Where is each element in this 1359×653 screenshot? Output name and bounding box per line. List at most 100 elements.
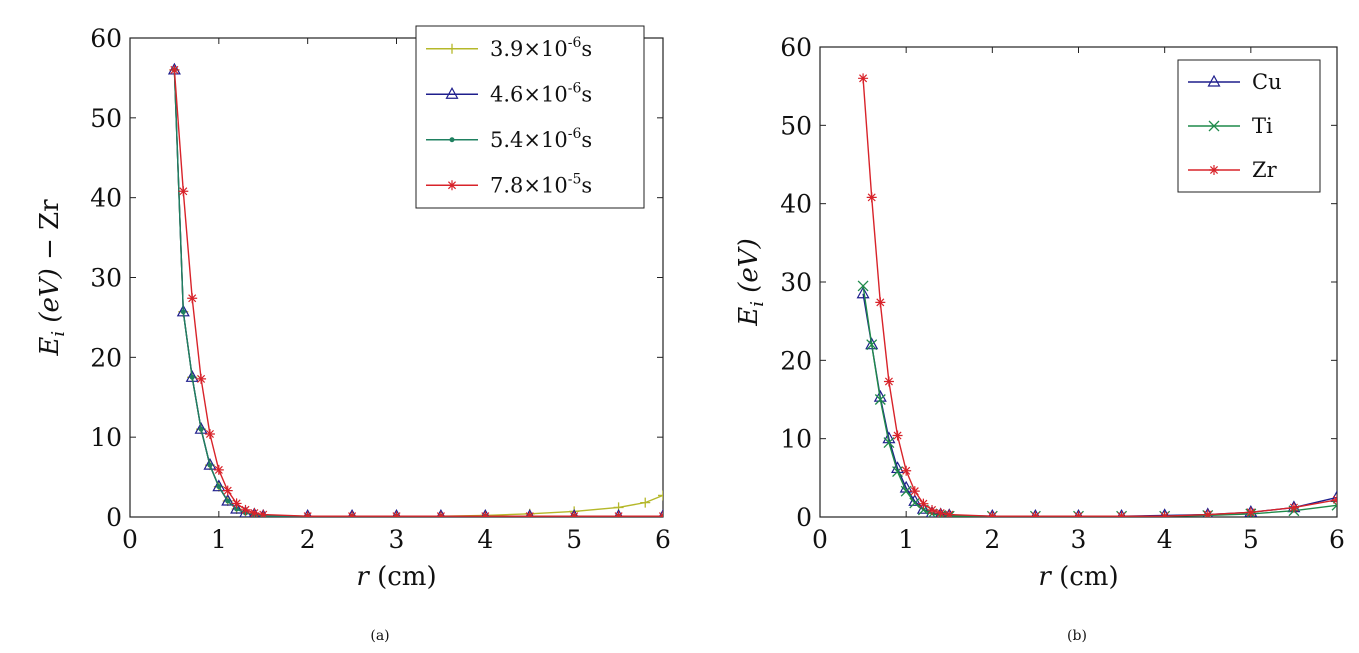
x-tick-label: 5 — [1243, 525, 1259, 554]
data-point — [480, 511, 491, 517]
legend-marker — [1209, 165, 1219, 175]
data-point — [900, 485, 912, 497]
data-point — [196, 373, 207, 384]
legend-label: Ti — [1252, 114, 1273, 138]
legend-marker — [1208, 120, 1220, 132]
series-line — [862, 78, 1337, 517]
data-point — [1245, 507, 1256, 517]
data-point — [640, 497, 651, 508]
data-point — [258, 509, 269, 517]
x-tick-label: 2 — [300, 525, 316, 554]
data-point — [856, 286, 870, 299]
y-tick-label: 50 — [90, 104, 122, 133]
data-point — [987, 511, 998, 517]
y-tick-label: 30 — [90, 264, 122, 293]
data-point — [1331, 499, 1337, 511]
data-point — [207, 462, 213, 468]
data-point — [892, 466, 904, 478]
legend-marker — [445, 87, 459, 99]
legend-box — [415, 25, 645, 209]
y-tick-label: 10 — [780, 425, 812, 454]
legend-label: Zr — [1252, 158, 1278, 182]
legend-label: 4.6×10-6s — [490, 80, 592, 106]
legend-marker — [447, 43, 457, 54]
data-point — [901, 465, 912, 476]
y-tick-label: 0 — [796, 503, 812, 532]
data-point — [918, 498, 929, 509]
x-tick-label: 1 — [211, 525, 227, 554]
legend-label: 5.4×10-6s — [490, 126, 592, 152]
data-point — [658, 511, 663, 517]
legend-label: 3.9×10-6s — [490, 35, 592, 61]
data-point — [524, 511, 535, 517]
legend-marker — [1207, 74, 1221, 87]
data-point — [225, 498, 231, 504]
y-tick-label: 60 — [780, 33, 812, 62]
legend-label: 7.8×10-5s — [490, 171, 592, 197]
data-point — [1116, 511, 1127, 517]
subfigure-caption: (a) — [370, 628, 389, 644]
data-point — [658, 490, 663, 501]
x-tick-label: 3 — [1071, 525, 1087, 554]
data-point — [1073, 511, 1084, 517]
data-point — [875, 297, 886, 308]
data-point — [1074, 508, 1083, 517]
legend: Cu Ti Zr — [1177, 59, 1321, 193]
x-axis-label: r (cm) — [356, 562, 436, 592]
y-axis-label: Ei (eV) — [734, 238, 768, 326]
data-point — [525, 508, 535, 517]
x-tick-label: 4 — [1157, 525, 1173, 554]
data-point — [614, 508, 624, 517]
data-point — [187, 293, 198, 304]
x-tick-label: 6 — [1329, 525, 1345, 554]
data-point — [935, 508, 946, 517]
data-point — [1159, 511, 1170, 517]
x-tick-label: 5 — [566, 525, 582, 554]
data-point — [857, 280, 869, 292]
data-point — [436, 508, 446, 517]
data-point — [347, 511, 358, 517]
data-point — [249, 508, 260, 517]
series-line — [862, 293, 1337, 517]
data-point — [909, 497, 921, 509]
data-point — [1031, 508, 1040, 517]
data-point — [213, 464, 224, 475]
data-point — [180, 309, 186, 315]
legend-label: Cu — [1252, 70, 1282, 94]
data-point — [391, 511, 402, 517]
data-point — [204, 428, 215, 439]
data-point — [435, 511, 446, 517]
data-point — [613, 511, 624, 517]
y-tick-label: 20 — [90, 343, 122, 372]
y-tick-label: 60 — [90, 24, 122, 53]
x-tick-label: 3 — [389, 525, 405, 554]
y-tick-label: 20 — [780, 346, 812, 375]
data-point — [1117, 508, 1126, 517]
data-point — [230, 501, 244, 514]
x-tick-label: 0 — [812, 525, 828, 554]
series-line — [173, 69, 663, 517]
data-point — [892, 430, 903, 441]
data-area — [856, 73, 1337, 517]
legend-marker — [447, 180, 457, 191]
data-point — [1030, 511, 1041, 517]
data-point — [189, 374, 195, 380]
data-point — [178, 186, 189, 197]
data-point — [303, 508, 313, 517]
y-tick-label: 40 — [90, 184, 122, 213]
series-line — [862, 285, 1337, 517]
data-point — [231, 498, 242, 509]
data-point — [216, 484, 222, 490]
data-point — [212, 479, 226, 492]
y-tick-label: 40 — [780, 190, 812, 219]
data-point — [909, 486, 920, 497]
data-point — [392, 508, 401, 517]
data-point — [222, 485, 233, 496]
y-tick-label: 0 — [106, 503, 122, 532]
x-tick-label: 1 — [898, 525, 914, 554]
x-tick-label: 4 — [477, 525, 493, 554]
subfigure-caption: (b) — [1067, 628, 1087, 644]
data-point — [658, 508, 663, 517]
